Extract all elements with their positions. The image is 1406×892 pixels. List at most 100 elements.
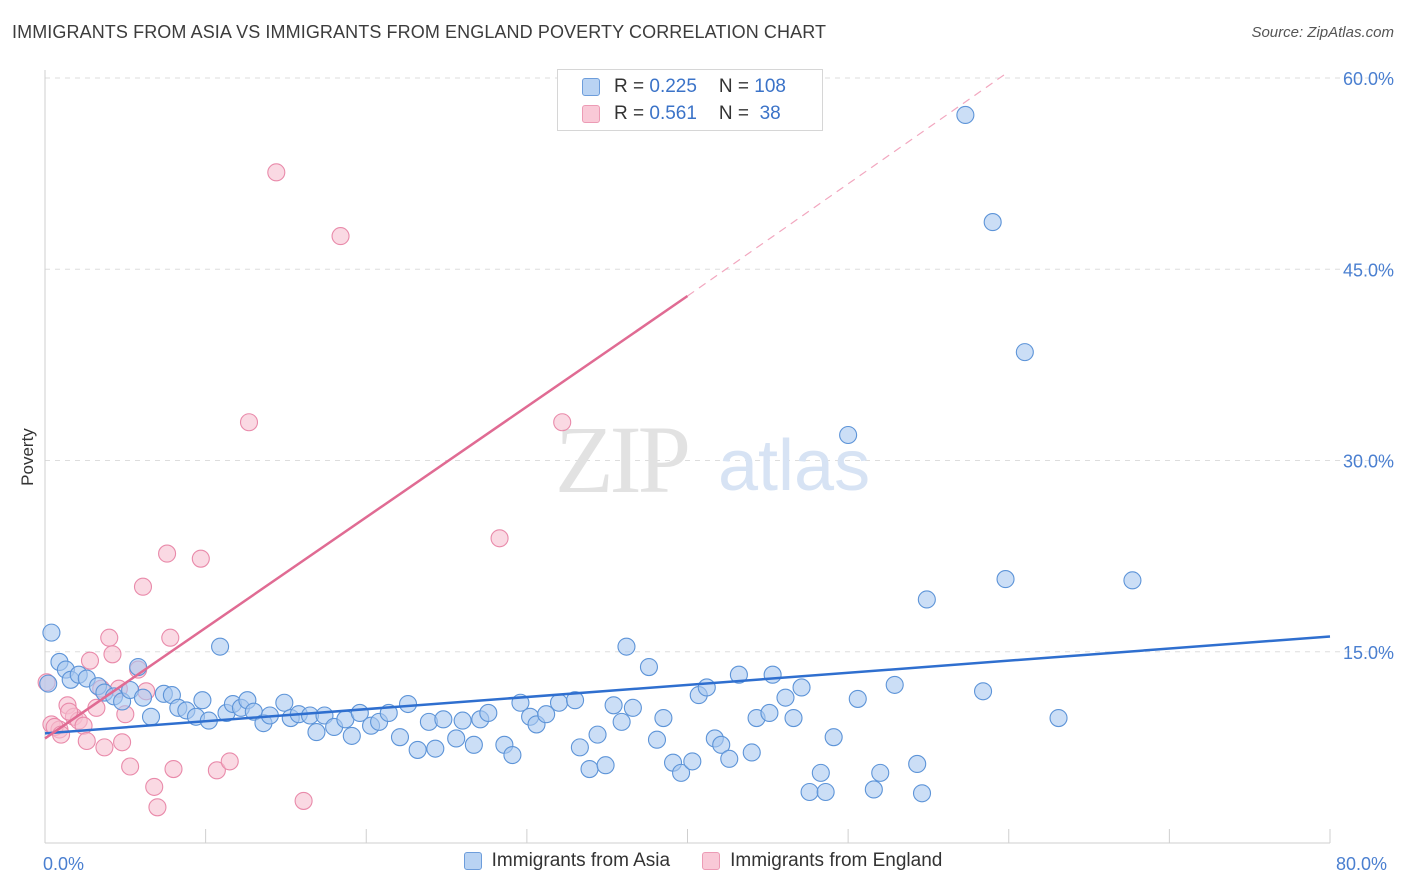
asia-point [434, 710, 453, 729]
legend-swatch-england [582, 105, 600, 123]
y-tick-labels: 15.0% 30.0% 45.0% 60.0% [1343, 69, 1394, 663]
asia-point [824, 728, 843, 747]
grid-lines [45, 77, 1394, 653]
asia-point [447, 729, 466, 748]
england-point [161, 628, 180, 647]
asia-point [792, 678, 811, 697]
x-tick-marks [45, 829, 1331, 844]
asia-point [848, 689, 867, 708]
england-point [100, 628, 119, 647]
england-point [113, 733, 132, 752]
legend-item-england-label: Immigrants from England [730, 850, 943, 871]
asia-point [479, 703, 498, 723]
asia-point [912, 784, 932, 803]
legend-swatch-asia [582, 78, 600, 96]
england-point [95, 738, 114, 757]
asia-point [566, 691, 585, 710]
asia-trend-line [44, 635, 1331, 735]
asia-point [1049, 708, 1068, 728]
y-tick-label-15: 15.0% [1343, 643, 1394, 663]
asia-point [398, 694, 418, 714]
asia-point [141, 707, 161, 726]
england-trend-line [44, 294, 689, 740]
legend-england-r-value: 0.561 [649, 103, 697, 124]
england-point [164, 759, 183, 779]
legend-row-england: R = 0.561 N = 38 [582, 101, 781, 127]
y-tick-label-45: 45.0% [1343, 260, 1394, 280]
asia-point [426, 739, 445, 758]
legend-item-england-swatch [702, 852, 721, 870]
england-trend-extension [687, 71, 1010, 297]
england-point [553, 413, 572, 432]
england-point [80, 651, 100, 670]
england-point [77, 731, 96, 751]
asia-point [1015, 343, 1034, 362]
legend-item-asia: Immigrants from Asia [463, 850, 671, 872]
england-point [121, 757, 140, 776]
asia-point [647, 730, 667, 749]
england-point [239, 413, 259, 432]
asia-point [996, 570, 1015, 589]
england-point [148, 798, 167, 817]
england-point [207, 761, 226, 780]
asia-point [42, 623, 61, 642]
asia-point [908, 754, 927, 774]
asia-point [720, 749, 739, 768]
asia-point [800, 782, 819, 802]
asia-point [408, 740, 427, 759]
asia-point [580, 759, 599, 779]
asia-point [604, 696, 623, 715]
asia-point [672, 763, 691, 782]
asia-point [275, 693, 294, 712]
asia-point [342, 726, 361, 745]
asia-point [864, 780, 883, 799]
asia-point [760, 703, 779, 723]
england-point [103, 645, 122, 664]
chart-title: IMMIGRANTS FROM ASIA VS IMMIGRANTS FROM … [12, 22, 827, 42]
legend-item-england: Immigrants from England [702, 850, 942, 872]
asia-point [683, 752, 702, 771]
asia-point [729, 665, 748, 684]
asia-point [570, 738, 589, 757]
england-point [145, 777, 164, 796]
asia-point [784, 708, 803, 728]
source-label: Source: ZipAtlas.com [1251, 24, 1394, 41]
england-point [267, 163, 286, 182]
legend-row-asia: R = 0.225 N = 108 [582, 74, 786, 100]
legend-asia-n-label: N = [718, 76, 755, 97]
asia-point [588, 725, 607, 744]
legend-england-r-label: R = [614, 103, 650, 124]
asia-point [839, 425, 858, 445]
legend-england-n-value: 38 [754, 103, 781, 124]
asia-point [917, 590, 936, 609]
asia-point [453, 711, 472, 730]
legend-item-asia-swatch [463, 852, 482, 870]
x-tick-label-min: 0.0% [43, 854, 84, 874]
asia-point [697, 678, 716, 697]
asia-point [885, 675, 904, 694]
england-point [158, 544, 177, 563]
asia-point [503, 745, 522, 765]
england-point [220, 752, 239, 771]
asia-point [871, 763, 890, 782]
asia-point [133, 688, 153, 707]
asia-series [39, 105, 1142, 803]
asia-point [617, 637, 636, 656]
legend-asia-n-value: 108 [754, 76, 786, 97]
asia-point [639, 657, 659, 677]
asia-point [763, 665, 782, 684]
legend-item-asia-label: Immigrants from Asia [491, 850, 671, 871]
england-point [60, 702, 79, 721]
asia-point [596, 756, 615, 775]
asia-point [973, 682, 993, 701]
england-point [191, 549, 210, 568]
asia-point [816, 782, 835, 802]
asia-point [612, 712, 631, 731]
asia-point [983, 213, 1002, 232]
asia-point [39, 674, 58, 693]
england-point [490, 529, 509, 548]
asia-point [193, 691, 212, 710]
x-tick-label-max: 80.0% [1336, 854, 1387, 874]
asia-point [1123, 571, 1142, 590]
